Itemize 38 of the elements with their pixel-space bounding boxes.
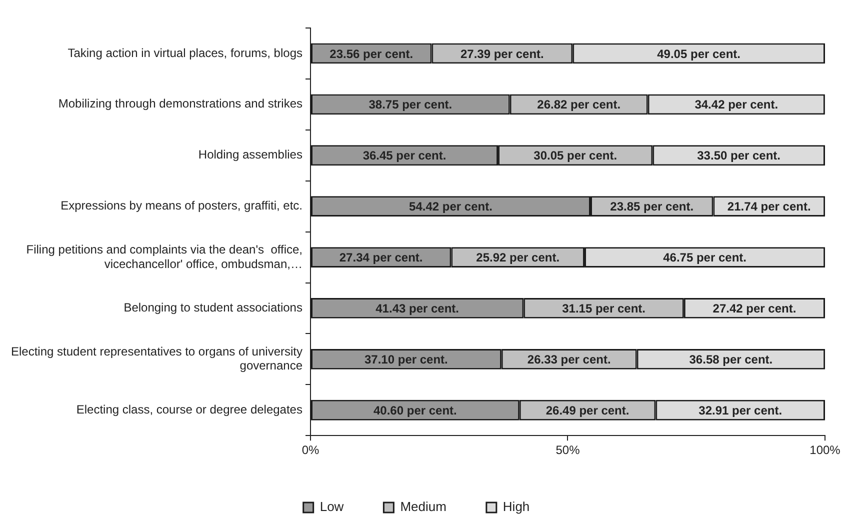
y-tick-label: Electing class, course or degree delegates	[76, 402, 302, 416]
legend-label: Medium	[400, 499, 446, 514]
data-label: 23.56 per cent.	[330, 46, 414, 61]
data-label: 31.15 per cent.	[562, 302, 646, 316]
data-label: 21.74 per cent.	[727, 200, 811, 214]
data-label: 27.34 per cent.	[339, 250, 423, 265]
y-tick-label: Mobilizing through demonstrations and strikes	[58, 96, 302, 111]
data-label: 34.42 per cent.	[694, 98, 778, 112]
legend-label: Low	[320, 499, 344, 514]
data-label: 27.42 per cent.	[712, 302, 796, 316]
data-label: 41.43 per cent.	[376, 302, 460, 316]
x-tick-label: 50%	[556, 443, 580, 458]
y-tick-label: Expressions by means of posters, graffiti, etc.	[60, 198, 302, 213]
data-label: 27.39 per cent.	[460, 46, 544, 61]
data-label: 25.92 per cent.	[476, 250, 560, 265]
data-label: 49.05 per cent.	[657, 46, 741, 61]
data-label: 26.33 per cent.	[527, 352, 611, 366]
data-label: 46.75 per cent.	[663, 250, 746, 265]
data-label: 26.49 per cent.	[546, 403, 630, 418]
y-tick-label: Electing student representatives to organs of university governance	[10, 344, 303, 373]
data-label: 54.42 per cent.	[409, 200, 492, 214]
legend-label: High	[502, 499, 530, 514]
data-label: 36.45 per cent.	[362, 148, 446, 163]
y-tick-label: Belonging to student associations	[124, 300, 302, 315]
data-label: 37.10 per cent.	[364, 352, 448, 366]
data-label: 40.60 per cent.	[373, 403, 457, 418]
x-tick-label: 100%	[810, 443, 841, 458]
y-tick-label: Filing petitions and complaints via the dean's office, vicechancellor' office, ombudsman,…	[26, 242, 302, 271]
data-label: 36.58 per cent.	[689, 352, 773, 366]
y-tick-label: Holding assemblies	[198, 148, 302, 162]
data-label: 38.75 per cent.	[368, 98, 452, 112]
data-label: 32.91 per cent.	[698, 403, 782, 418]
data-label: 33.50 per cent.	[697, 148, 781, 163]
data-label: 30.05 per cent.	[534, 148, 618, 163]
data-label: 23.85 per cent.	[610, 200, 694, 214]
x-tick-label: 0%	[302, 443, 320, 458]
y-tick-label: Taking action in virtual places, forums, blogs	[68, 46, 302, 60]
data-label: 26.82 per cent.	[537, 98, 621, 112]
